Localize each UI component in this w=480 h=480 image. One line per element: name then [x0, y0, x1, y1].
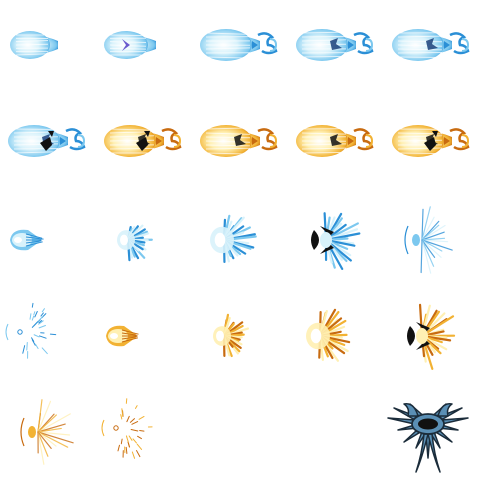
blue-comet-trail-icon — [392, 29, 470, 61]
orange-comet-dark-icon — [104, 125, 182, 157]
blue-burst-dark-icon — [311, 212, 361, 270]
sprite-frame — [96, 96, 192, 192]
sprite-frame — [288, 0, 384, 96]
orange-burst-dark-icon — [407, 303, 456, 370]
orange-spark-icon — [106, 325, 139, 347]
sprite-frame — [288, 288, 384, 384]
empty-cell-icon — [192, 384, 288, 480]
blue-energy-orb-core-icon — [104, 31, 156, 59]
blue-burst-large-icon — [210, 214, 257, 264]
orange-burst-large-icon — [306, 308, 351, 362]
blue-dissipate-icon — [5, 302, 57, 359]
sprite-frame — [192, 192, 288, 288]
blue-burst-fading-icon — [404, 206, 453, 274]
sprite-frame — [96, 192, 192, 288]
spiked-portal-icon — [387, 403, 469, 473]
orange-burst-fading-icon — [20, 399, 74, 465]
sprite-frame — [384, 96, 480, 192]
orange-burst-icon — [213, 313, 250, 358]
blue-spark-icon — [10, 229, 44, 251]
blue-energy-orb-icon — [10, 31, 58, 59]
sprite-frame — [384, 384, 480, 480]
sprite-frame — [192, 384, 288, 480]
orange-dissipate-icon — [101, 398, 153, 459]
blue-comet-trail-icon — [200, 29, 278, 61]
sprite-frame — [96, 288, 192, 384]
blue-burst-icon — [117, 224, 153, 262]
sprite-frame — [384, 192, 480, 288]
blue-comet-trail-icon — [296, 29, 374, 61]
empty-cell-icon — [288, 384, 384, 480]
orange-comet-dark-icon — [392, 125, 470, 157]
sprite-frame — [0, 288, 96, 384]
sprite-frame — [384, 0, 480, 96]
sprite-frame — [192, 0, 288, 96]
blue-comet-dark-icon — [8, 125, 86, 157]
sprite-frame — [0, 192, 96, 288]
sprite-frame — [0, 384, 96, 480]
sprite-frame — [96, 0, 192, 96]
sprite-frame — [0, 0, 96, 96]
sprite-frame — [288, 96, 384, 192]
sprite-frame — [384, 288, 480, 384]
orange-comet-trail-icon — [296, 125, 374, 157]
sprite-frame — [288, 384, 384, 480]
sprite-frame — [0, 96, 96, 192]
sprite-frame — [192, 96, 288, 192]
sprite-frame — [192, 288, 288, 384]
orange-comet-trail-icon — [200, 125, 278, 157]
sprite-frame — [96, 384, 192, 480]
sprite-frame — [288, 192, 384, 288]
